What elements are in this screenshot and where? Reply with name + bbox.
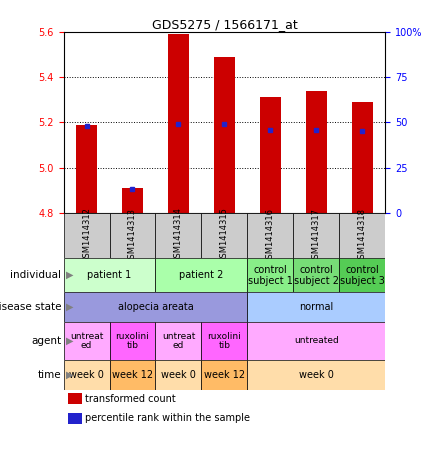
- Bar: [76, 125, 97, 213]
- Bar: [201, 360, 247, 390]
- Text: GSM1414312: GSM1414312: [82, 207, 91, 264]
- Text: ruxolini
tib: ruxolini tib: [116, 332, 149, 350]
- Text: normal: normal: [299, 302, 334, 312]
- Text: patient 1: patient 1: [87, 270, 132, 280]
- Text: GSM1414317: GSM1414317: [312, 207, 321, 264]
- Bar: [122, 188, 143, 213]
- Bar: [339, 258, 385, 292]
- Text: disease state: disease state: [0, 302, 61, 312]
- Bar: [110, 322, 155, 360]
- Text: control
subject 3: control subject 3: [340, 265, 385, 285]
- Bar: [68, 393, 82, 405]
- Text: untreat
ed: untreat ed: [162, 332, 195, 350]
- Bar: [168, 34, 189, 213]
- Bar: [155, 322, 201, 360]
- Bar: [306, 91, 327, 213]
- Text: transformed count: transformed count: [85, 394, 175, 404]
- Bar: [339, 213, 385, 258]
- Bar: [64, 322, 110, 360]
- Bar: [352, 102, 373, 213]
- Text: week 12: week 12: [204, 370, 245, 380]
- Bar: [64, 292, 247, 322]
- Text: percentile rank within the sample: percentile rank within the sample: [85, 413, 250, 423]
- Bar: [247, 213, 293, 258]
- Text: individual: individual: [11, 270, 61, 280]
- Text: agent: agent: [31, 336, 61, 346]
- Text: alopecia areata: alopecia areata: [118, 302, 193, 312]
- Text: time: time: [38, 370, 61, 380]
- Title: GDS5275 / 1566171_at: GDS5275 / 1566171_at: [152, 18, 297, 30]
- Text: GSM1414318: GSM1414318: [358, 207, 367, 264]
- Text: GSM1414314: GSM1414314: [174, 207, 183, 264]
- Text: week 0: week 0: [69, 370, 104, 380]
- Text: GSM1414315: GSM1414315: [220, 207, 229, 264]
- Bar: [293, 258, 339, 292]
- Text: ▶: ▶: [66, 302, 73, 312]
- Bar: [68, 413, 82, 424]
- Text: ▶: ▶: [66, 270, 73, 280]
- Text: patient 2: patient 2: [179, 270, 224, 280]
- Text: ▶: ▶: [66, 336, 73, 346]
- Bar: [155, 258, 247, 292]
- Bar: [214, 57, 235, 213]
- Bar: [201, 322, 247, 360]
- Bar: [201, 213, 247, 258]
- Bar: [260, 97, 281, 213]
- Text: week 12: week 12: [112, 370, 153, 380]
- Text: control
subject 2: control subject 2: [294, 265, 339, 285]
- Bar: [155, 213, 201, 258]
- Bar: [247, 292, 385, 322]
- Text: week 0: week 0: [161, 370, 196, 380]
- Bar: [64, 258, 155, 292]
- Bar: [64, 360, 110, 390]
- Text: GSM1414316: GSM1414316: [266, 207, 275, 264]
- Bar: [110, 360, 155, 390]
- Text: untreated: untreated: [294, 337, 339, 345]
- Bar: [64, 213, 110, 258]
- Text: ruxolini
tib: ruxolini tib: [208, 332, 241, 350]
- Bar: [247, 360, 385, 390]
- Text: control
subject 1: control subject 1: [248, 265, 293, 285]
- Bar: [110, 213, 155, 258]
- Text: week 0: week 0: [299, 370, 334, 380]
- Bar: [247, 258, 293, 292]
- Text: GSM1414313: GSM1414313: [128, 207, 137, 264]
- Text: ▶: ▶: [66, 370, 73, 380]
- Bar: [293, 213, 339, 258]
- Bar: [155, 360, 201, 390]
- Bar: [247, 322, 385, 360]
- Text: untreat
ed: untreat ed: [70, 332, 103, 350]
